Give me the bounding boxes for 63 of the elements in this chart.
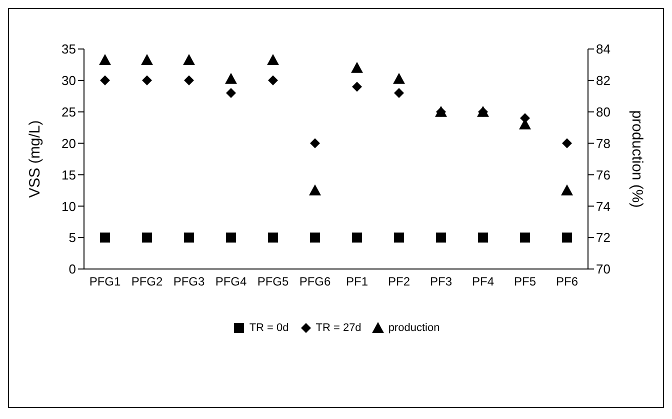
- point: [141, 54, 153, 65]
- y2-tick-label: 76: [596, 167, 610, 182]
- point: [142, 75, 152, 86]
- y2-tick-label: 82: [596, 73, 610, 88]
- point: [100, 232, 110, 243]
- y-tick-label: 25: [62, 104, 76, 120]
- point: [520, 232, 530, 243]
- point: [100, 75, 110, 86]
- point: [226, 232, 236, 243]
- y2-tick-label: 80: [596, 104, 610, 120]
- x-tick-label: PF3: [430, 274, 452, 289]
- x-tick-label: PFG1: [89, 274, 121, 289]
- y-tick-label: 15: [62, 167, 76, 182]
- point: [562, 138, 572, 148]
- point: [562, 232, 572, 243]
- y2-axis-title: production (%): [628, 110, 646, 208]
- y-tick-label: 10: [62, 198, 76, 214]
- x-tick-label: PFG4: [215, 274, 247, 289]
- y-tick-label: 20: [62, 136, 76, 151]
- y2-tick-label: 70: [596, 262, 610, 277]
- point: [183, 54, 195, 65]
- y-tick-label: 30: [62, 73, 76, 88]
- legend-label: production: [388, 322, 440, 334]
- y-axis-title: VSS (mg/L): [26, 120, 44, 198]
- x-tick-label: PF4: [472, 274, 494, 289]
- y-tick-label: 0: [68, 262, 76, 277]
- point: [436, 232, 446, 243]
- x-tick-label: PF5: [514, 274, 536, 289]
- y2-tick-label: 84: [596, 42, 610, 57]
- x-tick-label: PF2: [388, 274, 410, 289]
- point: [99, 54, 111, 65]
- x-tick-label: PF6: [556, 274, 578, 289]
- point: [268, 75, 278, 86]
- y2-tick-label: 72: [596, 230, 610, 246]
- point: [267, 54, 279, 65]
- point: [351, 62, 363, 73]
- x-tick-label: PFG5: [257, 274, 289, 289]
- y2-tick-label: 74: [596, 198, 610, 214]
- point: [393, 72, 405, 84]
- point: [478, 232, 488, 243]
- point: [268, 232, 278, 243]
- point: [142, 232, 152, 243]
- point: [309, 184, 321, 196]
- point: [561, 184, 573, 196]
- legend-label: TR = 27d: [316, 322, 362, 334]
- x-tick-label: PFG3: [173, 274, 205, 289]
- point: [310, 232, 320, 243]
- y2-tick-label: 78: [596, 136, 610, 151]
- point: [394, 232, 404, 243]
- point: [394, 88, 404, 98]
- point: [225, 72, 237, 84]
- x-tick-label: PF1: [346, 274, 368, 289]
- y-tick-label: 35: [62, 42, 76, 57]
- point: [352, 82, 362, 92]
- point: [226, 88, 236, 98]
- point: [352, 232, 362, 243]
- point: [310, 138, 320, 148]
- y-tick-label: 5: [68, 230, 76, 246]
- x-tick-label: PFG2: [131, 274, 163, 289]
- point: [184, 75, 194, 86]
- x-tick-label: PFG6: [299, 274, 331, 289]
- legend-label: TR = 0d: [249, 322, 289, 334]
- point: [184, 232, 194, 243]
